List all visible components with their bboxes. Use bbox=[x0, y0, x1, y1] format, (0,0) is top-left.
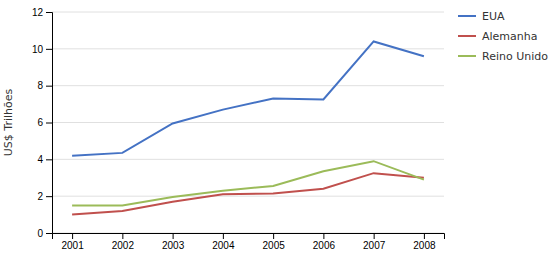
tick-label: 2002 bbox=[112, 240, 135, 251]
legend-swatch bbox=[458, 55, 476, 57]
plot: 2001 2002 2003 2004 2005 2006 2007 2008 0 2 4 6 8 10 1… bbox=[2, 7, 445, 251]
tick-label: 2 bbox=[37, 191, 43, 202]
grid-line bbox=[52, 48, 444, 49]
grid-line bbox=[52, 196, 444, 197]
tick: 6 bbox=[37, 117, 52, 128]
line bbox=[72, 173, 424, 214]
grid-line bbox=[52, 159, 444, 160]
tick-mark bbox=[424, 233, 425, 239]
tick-label: 12 bbox=[32, 7, 44, 18]
tick: 8 bbox=[37, 80, 52, 91]
tick-mark bbox=[72, 233, 73, 239]
tick: 2006 bbox=[313, 233, 336, 251]
tick: 4 bbox=[37, 154, 52, 165]
tick-mark bbox=[46, 233, 52, 234]
tick-label: 2005 bbox=[263, 240, 286, 251]
tick-mark bbox=[46, 49, 52, 50]
legend-label: Reino Unido bbox=[482, 50, 548, 63]
tick-label: 2007 bbox=[363, 240, 386, 251]
tick-label: 6 bbox=[37, 117, 43, 128]
tick-mark bbox=[223, 233, 224, 239]
lines bbox=[72, 41, 424, 214]
legend-label: EUA bbox=[482, 10, 505, 23]
tick-label: 8 bbox=[37, 80, 43, 91]
line bbox=[72, 41, 424, 155]
tick-mark bbox=[273, 233, 274, 239]
tick-mark bbox=[46, 12, 52, 13]
tick: 2007 bbox=[363, 233, 386, 251]
tick: 10 bbox=[32, 44, 52, 55]
tick-label: 2001 bbox=[61, 240, 84, 251]
tick-label: 2003 bbox=[162, 240, 185, 251]
legend-swatch bbox=[458, 35, 476, 37]
tick: 0 bbox=[37, 228, 52, 239]
axis-line bbox=[46, 13, 53, 234]
legend-item: EUA bbox=[458, 10, 505, 23]
legend: EUA Alemanha Reino Unido bbox=[458, 10, 548, 63]
x-axis: 2001 2002 2003 2004 2005 2006 2007 2008 bbox=[53, 233, 445, 251]
tick: 2004 bbox=[212, 233, 235, 251]
tick-mark bbox=[46, 123, 52, 124]
tick-label: 10 bbox=[32, 44, 44, 55]
tick-label: 2004 bbox=[212, 240, 235, 251]
chart-container: 2001 2002 2003 2004 2005 2006 2007 2008 0 2 4 6 8 10 1… bbox=[0, 0, 556, 261]
chart-svg: 2001 2002 2003 2004 2005 2006 2007 2008 0 2 4 6 8 10 1… bbox=[0, 0, 556, 261]
tick-label: 2006 bbox=[313, 240, 336, 251]
tick: 2002 bbox=[112, 233, 135, 251]
tick: 12 bbox=[32, 7, 52, 18]
tick-mark bbox=[173, 233, 174, 239]
tick-mark bbox=[122, 233, 123, 239]
tick-mark bbox=[46, 196, 52, 197]
grid-line bbox=[52, 122, 444, 123]
tick-mark bbox=[374, 233, 375, 239]
tick-mark bbox=[46, 86, 52, 87]
tick: 2003 bbox=[162, 233, 185, 251]
y-axis: 0 2 4 6 8 10 12 bbox=[32, 7, 53, 239]
line bbox=[72, 161, 424, 205]
tick-label: 2008 bbox=[413, 240, 436, 251]
tick: 2001 bbox=[61, 233, 84, 251]
tick: 2005 bbox=[263, 233, 286, 251]
legend-item: Alemanha bbox=[458, 30, 538, 43]
grid-line bbox=[52, 12, 444, 13]
legend-swatch bbox=[458, 15, 476, 17]
axis-line bbox=[53, 234, 445, 240]
grid bbox=[52, 12, 444, 233]
y-axis-label: US$ Trilhões bbox=[2, 88, 15, 156]
tick-label: 0 bbox=[37, 228, 43, 239]
tick-mark bbox=[46, 159, 52, 160]
grid-line bbox=[52, 85, 444, 86]
tick: 2008 bbox=[413, 233, 436, 251]
tick-mark bbox=[323, 233, 324, 239]
tick-label: 4 bbox=[37, 154, 43, 165]
legend-label: Alemanha bbox=[482, 30, 538, 43]
tick: 2 bbox=[37, 191, 52, 202]
legend-item: Reino Unido bbox=[458, 50, 548, 63]
